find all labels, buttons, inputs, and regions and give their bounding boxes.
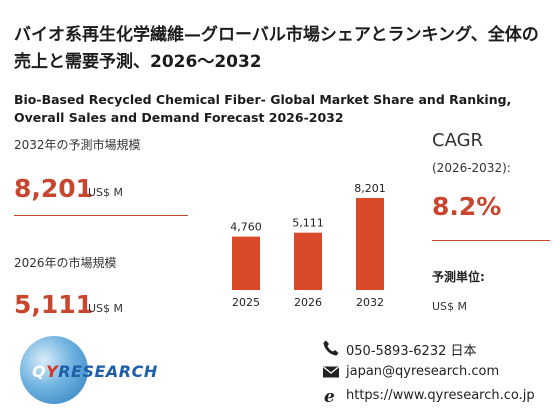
category-label: 2032: [356, 296, 384, 309]
forecast-size-label: 2032年の予測市場規模: [14, 138, 141, 152]
bar-value-label: 4,760: [230, 221, 262, 234]
cagr-range: (2026-2032):: [432, 161, 511, 175]
cagr-value: 8.2%: [432, 192, 502, 221]
bar-value-label: 8,201: [354, 182, 386, 195]
phone-icon: [323, 340, 339, 356]
web-icon: e: [324, 387, 335, 405]
market-bar-chart: 4,760 2025 5,111 2026 8,201 2032: [200, 150, 410, 310]
bar-2032: [356, 198, 384, 290]
qyresearch-logo: QYRESEARCH: [20, 336, 170, 406]
email-link[interactable]: japan@qyresearch.com: [346, 364, 500, 379]
page-title: バイオ系再生化学繊維—グローバル市場シェアとランキング、全体の売上と需要予測、2…: [14, 25, 539, 72]
forecast-size-value: 8,201: [14, 174, 94, 203]
bar-chart-svg: 4,760 2025 5,111 2026 8,201 2032: [230, 182, 386, 309]
cagr-label: CAGR: [432, 130, 484, 151]
forecast-size-unit: US$ M: [88, 186, 124, 199]
globe-icon: [20, 336, 88, 404]
current-size-label: 2026年の市場規模: [14, 256, 117, 270]
category-label: 2025: [232, 296, 260, 309]
logo-text: QYRESEARCH: [32, 362, 158, 381]
divider: [14, 215, 188, 216]
svg-text:e: e: [324, 387, 335, 405]
divider: [432, 240, 550, 241]
forecast-unit-value: US$ M: [432, 300, 468, 313]
mail-icon: [323, 366, 339, 378]
forecast-unit-label: 予測単位:: [432, 270, 485, 284]
website-link[interactable]: https://www.qyresearch.co.jp: [346, 388, 535, 403]
category-label: 2026: [294, 296, 322, 309]
bar-value-label: 5,111: [292, 217, 324, 230]
page-subtitle: Bio-Based Recycled Chemical Fiber- Globa…: [14, 92, 512, 125]
current-size-unit: US$ M: [88, 302, 124, 315]
phone-number: 050-5893-6232 日本: [346, 344, 477, 359]
current-size-value: 5,111: [14, 290, 94, 319]
bar-2025: [232, 236, 260, 290]
bar-2026: [294, 232, 322, 290]
